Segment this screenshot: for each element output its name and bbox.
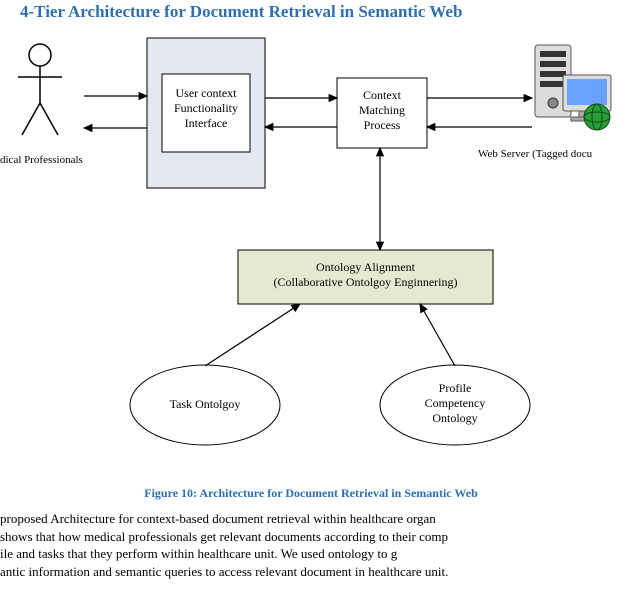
globe-icon bbox=[584, 104, 610, 130]
figure-caption: Figure 10: Architecture for Document Ret… bbox=[0, 486, 622, 501]
body-line: ile and tasks that they perform within h… bbox=[0, 545, 448, 563]
web-server-label: Web Server (Tagged docu bbox=[478, 148, 592, 160]
align-to-profile bbox=[420, 304, 455, 366]
align-to-task bbox=[205, 304, 300, 366]
architecture-diagram bbox=[0, 0, 622, 597]
ontology-alignment-box-label: Ontology Alignment(Collaborative Ontolgo… bbox=[238, 260, 493, 290]
actor-label: dical Professionals bbox=[0, 154, 83, 166]
body-paragraph: proposed Architecture for context-based … bbox=[0, 510, 448, 580]
task-ontology-ellipse-label: Task Ontolgoy bbox=[130, 397, 280, 412]
body-line: antic information and semantic queries t… bbox=[0, 563, 448, 581]
context-matching-box-label: ContextMatchingProcess bbox=[337, 88, 427, 133]
body-line: shows that how medical professionals get… bbox=[0, 528, 448, 546]
actor-head-icon bbox=[29, 44, 51, 66]
user-context-box-label: User contextFunctionalityInterface bbox=[162, 86, 250, 131]
profile-ontology-ellipse-label: ProfileCompetencyOntology bbox=[380, 381, 530, 426]
body-line: proposed Architecture for context-based … bbox=[0, 510, 448, 528]
